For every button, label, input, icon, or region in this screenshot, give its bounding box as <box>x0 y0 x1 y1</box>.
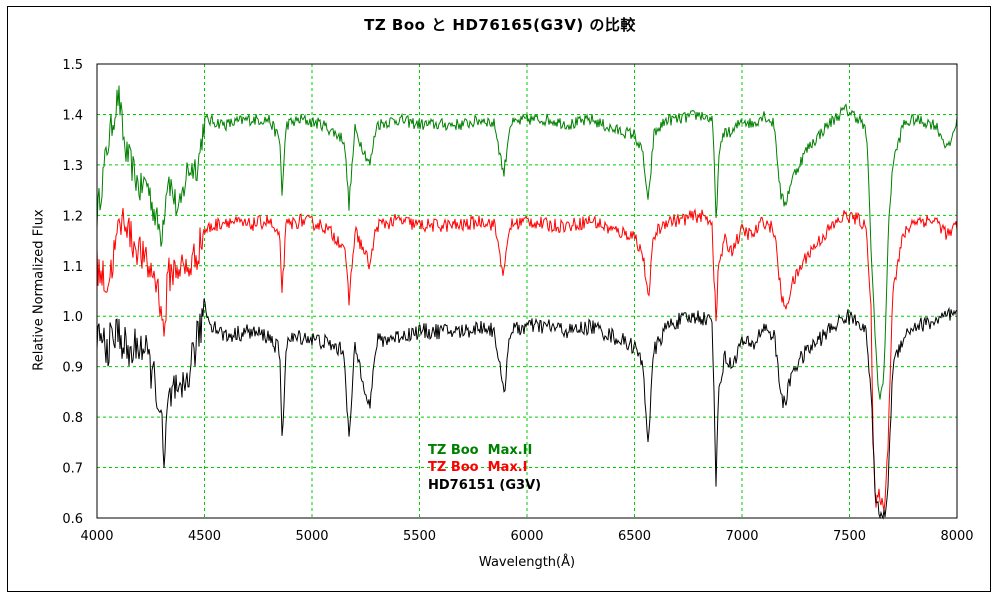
x-tick-label: 4500 <box>188 529 221 544</box>
y-tick-label: 1.4 <box>62 108 83 123</box>
y-tick-label: 1.3 <box>62 159 83 174</box>
y-tick-label: 1.0 <box>62 310 83 325</box>
y-tick-label: 0.7 <box>62 462 83 477</box>
x-tick-label: 5000 <box>295 529 328 544</box>
y-tick-label: 0.6 <box>62 512 83 527</box>
x-tick-label: 7500 <box>833 529 866 544</box>
y-tick-label: 0.9 <box>62 361 83 376</box>
legend-entry-hd76151: HD76151 (G3V) <box>428 478 542 493</box>
series-line-1 <box>96 207 958 512</box>
x-tick-label: 5500 <box>403 529 436 544</box>
x-tick-label: 6000 <box>510 529 543 544</box>
x-tick-label: 4000 <box>80 529 113 544</box>
x-tick-label: 6500 <box>618 529 651 544</box>
y-tick-label: 1.1 <box>62 260 83 275</box>
y-axis-label: Relative Normalized Flux <box>31 209 47 371</box>
x-tick-label: 7000 <box>725 529 758 544</box>
x-axis-label: Wavelength(Å) <box>478 555 576 570</box>
chart-title: TZ Boo と HD76165(G3V) の比較 <box>364 16 636 34</box>
legend-entry-max2: TZ Boo Max.II <box>428 443 533 458</box>
plot-border <box>96 63 958 519</box>
x-tick-label: 8000 <box>940 529 973 544</box>
y-tick-label: 0.8 <box>62 411 83 426</box>
y-tick-label: 1.2 <box>62 209 83 224</box>
legend-entry-max1: TZ Boo Max.I <box>428 460 528 475</box>
series-line-0 <box>96 85 958 400</box>
y-tick-label: 1.5 <box>62 58 83 73</box>
series-line-2 <box>96 298 958 520</box>
